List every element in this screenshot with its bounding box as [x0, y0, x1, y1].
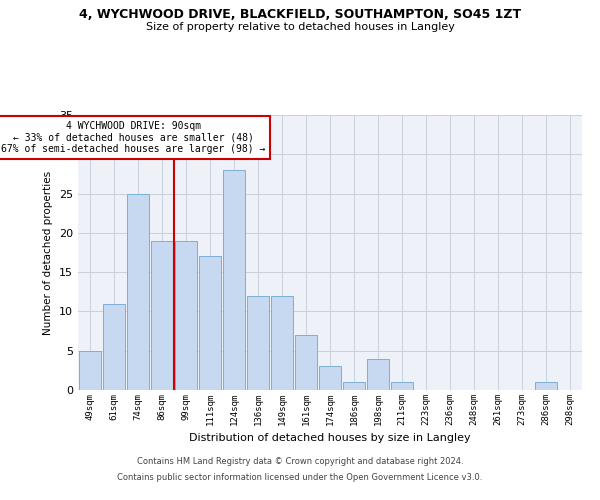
Text: Contains HM Land Registry data © Crown copyright and database right 2024.: Contains HM Land Registry data © Crown c… — [137, 458, 463, 466]
Bar — [103, 304, 125, 390]
X-axis label: Distribution of detached houses by size in Langley: Distribution of detached houses by size … — [189, 434, 471, 444]
Bar — [199, 256, 221, 390]
Bar — [151, 240, 173, 390]
Bar — [367, 358, 389, 390]
Text: 4, WYCHWOOD DRIVE, BLACKFIELD, SOUTHAMPTON, SO45 1ZT: 4, WYCHWOOD DRIVE, BLACKFIELD, SOUTHAMPT… — [79, 8, 521, 20]
Y-axis label: Number of detached properties: Number of detached properties — [43, 170, 53, 334]
Bar — [223, 170, 245, 390]
Bar — [391, 382, 413, 390]
Text: 4 WYCHWOOD DRIVE: 90sqm
← 33% of detached houses are smaller (48)
67% of semi-de: 4 WYCHWOOD DRIVE: 90sqm ← 33% of detache… — [1, 122, 265, 154]
Text: Size of property relative to detached houses in Langley: Size of property relative to detached ho… — [146, 22, 454, 32]
Bar — [271, 296, 293, 390]
Bar — [295, 335, 317, 390]
Bar — [127, 194, 149, 390]
Text: Contains public sector information licensed under the Open Government Licence v3: Contains public sector information licen… — [118, 472, 482, 482]
Bar — [175, 240, 197, 390]
Bar — [319, 366, 341, 390]
Bar — [535, 382, 557, 390]
Bar — [79, 350, 101, 390]
Bar — [343, 382, 365, 390]
Bar — [247, 296, 269, 390]
